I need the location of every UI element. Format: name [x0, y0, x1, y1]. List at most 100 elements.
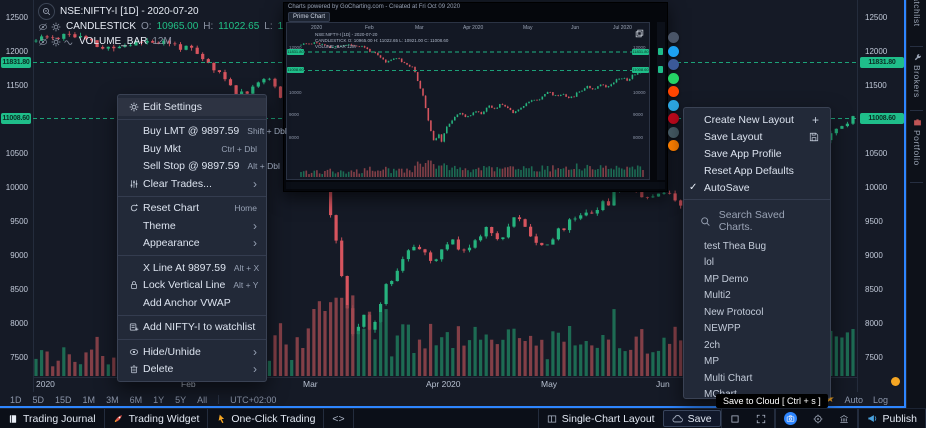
range-1m[interactable]: 1M [82, 394, 96, 405]
menu-item-buy-mkt[interactable]: Buy Mkt Ctrl + Dbl [118, 140, 266, 158]
auto-scale-toggle[interactable]: Auto [844, 394, 863, 405]
blogger-share-icon[interactable] [668, 140, 679, 151]
price-axis-left[interactable]: 12500 12000 11500 10500 10000 9500 9000 8500 800… [0, 0, 31, 392]
volume-value: 12M [152, 36, 172, 47]
code-snippet-button[interactable]: <> [324, 409, 354, 428]
snapshot-price-tick: 9000 [289, 112, 300, 118]
saved-chart-item[interactable]: MP Demo [684, 271, 830, 288]
snapshot-tab-label: Prime Chart [288, 12, 331, 22]
menu-item-reset-chart[interactable]: Reset Chart Home [118, 200, 266, 218]
range-5d[interactable]: 5D [32, 394, 45, 405]
plus-icon: + [811, 112, 819, 127]
saved-chart-item[interactable]: 2ch [684, 337, 830, 354]
price-axis-right[interactable]: 12500 12000 11500 10500 10000 9500 9000 8500 800… [860, 0, 905, 392]
screenshot-button[interactable] [774, 409, 805, 428]
menu-item-create-new-layout[interactable]: Create New Layout + [684, 111, 830, 128]
snapshot-month-label: Jul 2020 [613, 25, 632, 31]
menu-item-buy-lmt[interactable]: Buy LMT @ 9897.59 Shift + Dbl [118, 123, 287, 141]
tab-portfolio[interactable]: Portfolio [907, 118, 926, 166]
saved-chart-item[interactable]: test Thea Bug [684, 238, 830, 255]
tab-brokers[interactable]: Brokers [907, 53, 926, 98]
menu-item-reset-app-defaults[interactable]: Reset App Defaults [684, 162, 830, 179]
range-5y[interactable]: 5Y [175, 394, 187, 405]
crosshair-settings-button[interactable] [805, 409, 831, 428]
menu-item-x-line[interactable]: X Line At 9897.59 Alt + X [118, 259, 266, 277]
range-3m[interactable]: 3M [106, 394, 119, 405]
share-icon[interactable] [668, 32, 679, 43]
range-all[interactable]: All [197, 394, 208, 405]
range-1d[interactable]: 1D [10, 394, 22, 405]
save-button[interactable]: Save [662, 410, 721, 427]
study-settings-gear-icon[interactable] [51, 22, 61, 32]
menu-item-label: Clear Trades... [143, 177, 212, 190]
menu-item-save-app-profile[interactable]: Save App Profile [684, 145, 830, 162]
menu-item-add-to-watchlist[interactable]: Add NIFTY-I to watchlist [118, 319, 266, 337]
favorite-star-icon[interactable]: ★ [825, 394, 835, 405]
saved-charts-search-input[interactable]: Search Saved Charts. [684, 203, 830, 238]
range-6m[interactable]: 6M [129, 394, 143, 405]
study-settings-gear-icon[interactable] [51, 37, 61, 47]
one-click-trading-button[interactable]: One-Click Trading [208, 409, 325, 428]
menu-item-label: Sell Stop @ 9897.59 [143, 160, 240, 173]
saved-chart-item[interactable]: NEWPP [684, 321, 830, 338]
price-tick-right: 12500 [865, 13, 888, 22]
copy-icon[interactable] [635, 29, 644, 38]
saved-chart-item[interactable]: Multi Chart [684, 370, 830, 387]
reset-icon [124, 203, 143, 213]
saved-chart-item[interactable]: MChart [684, 387, 830, 398]
menu-divider [118, 314, 266, 316]
exchange-button[interactable] [831, 409, 858, 428]
single-chart-layout-button[interactable]: Single-Chart Layout [537, 409, 663, 428]
date-axis[interactable]: 2020 Feb Mar Apr 2020 May Jun [0, 379, 858, 391]
menu-item-lock-vertical-line[interactable]: Lock Vertical Line Alt + Y [118, 277, 266, 295]
hide-study-icon[interactable] [38, 37, 48, 47]
saved-chart-item[interactable]: lol [684, 255, 830, 272]
menu-item-appearance[interactable]: Appearance › [118, 235, 266, 253]
timezone-selector[interactable]: UTC+02:00 [230, 394, 277, 405]
menu-item-sell-stop[interactable]: Sell Stop @ 9897.59 Alt + Dbl [118, 158, 280, 176]
twitter-share-icon[interactable] [668, 45, 679, 57]
range-1y[interactable]: 1Y [153, 394, 165, 405]
facebook-share-icon[interactable] [668, 59, 679, 70]
search-placeholder: Search Saved Charts. [718, 209, 785, 233]
price-tick-left: 9500 [10, 217, 28, 226]
fullscreen-icon [756, 414, 766, 424]
menu-item-label: Theme [143, 219, 176, 232]
whatsapp-share-icon[interactable] [668, 72, 679, 84]
menu-item-edit-settings[interactable]: Edit Settings [118, 98, 266, 116]
menu-item-add-anchor-vwap[interactable]: Add Anchor VWAP [118, 294, 266, 312]
menu-item-clear-trades[interactable]: Clear Trades... › [118, 175, 266, 193]
snapshot-price-tick: 12000 [633, 45, 646, 51]
maximize-button[interactable] [720, 409, 748, 428]
hide-study-icon[interactable] [38, 22, 48, 32]
price-badge-left: 11831.80 [1, 56, 31, 68]
layout-icon [547, 414, 557, 424]
log-scale-toggle[interactable]: Log [872, 394, 888, 405]
menu-item-autosave[interactable]: ✓ AutoSave [684, 179, 830, 196]
snapshot-month-label: May [523, 25, 533, 31]
price-badge-right: 11831.80 [860, 56, 904, 68]
menu-item-delete[interactable]: Delete › [118, 361, 266, 379]
menu-item-theme[interactable]: Theme › [118, 217, 266, 235]
range-15d[interactable]: 15D [55, 394, 72, 405]
menu-item-save-layout[interactable]: Save Layout [684, 128, 830, 145]
tab-watchlist-label: Watchlist [912, 0, 922, 27]
saved-chart-item[interactable]: MP [684, 354, 830, 371]
snapshot-month-label: Apr 2020 [463, 25, 484, 31]
reddit-share-icon[interactable] [668, 86, 679, 97]
saved-chart-item[interactable]: Multi2 [684, 288, 830, 305]
zoom-out-icon[interactable] [38, 3, 55, 20]
menu-item-hide-unhide[interactable]: Hide/Unhide › [118, 343, 266, 361]
email-share-icon[interactable] [668, 126, 679, 138]
trading-journal-button[interactable]: Trading Journal [0, 409, 105, 428]
saved-chart-item[interactable]: New Protocol [684, 304, 830, 321]
snapshot-price-tick: 8000 [633, 134, 644, 140]
trading-widget-button[interactable]: Trading Widget [105, 409, 209, 428]
journal-book-icon [8, 414, 18, 424]
tab-watchlist[interactable]: Watchlist [907, 0, 926, 27]
button-label: One-Click Trading [231, 412, 316, 425]
pinterest-share-icon[interactable] [668, 113, 679, 124]
fullscreen-button[interactable] [748, 409, 775, 428]
telegram-share-icon[interactable] [668, 99, 679, 111]
publish-button[interactable]: Publish [857, 409, 926, 428]
